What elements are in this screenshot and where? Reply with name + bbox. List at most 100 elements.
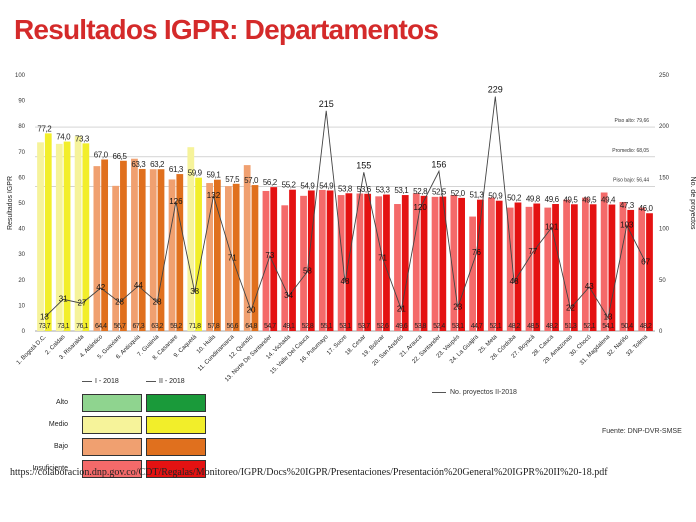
bar-label-i-2018: 64,4 [95,323,107,330]
bar-label-i-2018: 56,6 [226,323,238,330]
legend-swatch-i-2018 [82,416,142,434]
bar-i-2018 [187,147,195,331]
bar-label-i-2018: 57,8 [208,323,220,330]
bar-ii-2018 [570,204,578,331]
line-point-label: 21 [397,304,406,313]
bar-label-i-2018: 50,4 [621,323,633,330]
line-point-label: 13 [604,313,613,322]
y2-tick-label: 0 [659,329,663,335]
y-tick-label: 10 [18,303,25,309]
bar-label-i-2018: 44,7 [471,323,483,330]
legend-swatch-i-2018 [82,460,142,478]
line-point-label: 31 [59,294,68,303]
bar-label-i-2018: 53,1 [452,323,464,330]
bar-label-i-2018: 76,1 [76,323,88,330]
bar-label-ii-2018: 52,5 [432,188,447,197]
bar-label-ii-2018: 57,0 [244,176,259,185]
line-point-label: 28 [115,297,124,306]
bar-label-i-2018: 52,6 [377,323,389,330]
bar-ii-2018 [627,209,635,331]
bar-label-i-2018: 52,1 [583,323,595,330]
bar-i-2018 [488,197,495,331]
line-point-label: 20 [247,306,256,315]
line-point-label: 13 [40,313,49,322]
line-point-label: 58 [303,267,312,276]
bar-label-ii-2018: 49,5 [582,195,597,204]
bar-label-ii-2018: 57,5 [225,175,240,184]
bar-ii-2018 [326,190,334,331]
legend-row-label: Medio [48,421,68,428]
bar-label-i-2018: 63,2 [151,323,163,330]
line-point-label: 126 [169,197,183,206]
line-point-label: 28 [153,297,162,306]
y-tick-label: 100 [15,73,26,79]
reference-line-label: Promedio: 68,05 [612,148,649,154]
y-tick-label: 80 [18,124,25,130]
bar-label-ii-2018: 53,1 [394,186,409,195]
bar-label-ii-2018: 53,8 [338,184,353,193]
reference-line-label: Piso bajo: 56,44 [613,178,649,184]
bar-label-i-2018: 48,2 [640,323,652,330]
bar-i-2018 [225,186,232,331]
bar-label-i-2018: 53,1 [339,323,351,330]
legend-swatch-ii-2018 [146,394,206,412]
y2-tick-label: 50 [659,278,666,284]
bar-label-ii-2018: 52,8 [413,187,428,196]
bar-label-i-2018: 54,7 [264,323,276,330]
igpr-chart: 0 10 20 30 40 50 60 70 80 90 100 0 50 100 150 200 250 Res… [7,73,696,383]
bar-i-2018 [356,193,364,331]
bar-ii-2018 [307,190,315,331]
legend-row-label: Insuficiente [32,465,68,472]
bar-label-i-2018: 73,7 [39,323,51,330]
bar-i-2018 [206,183,213,331]
bar-label-i-2018: 59,2 [170,323,182,330]
line-point-label: 67 [641,257,650,266]
y-tick-label: 20 [18,278,25,284]
bar-ii-2018 [646,213,653,331]
bar-ii-2018 [401,195,409,331]
line-point-label: 22 [566,303,575,312]
bar-label-ii-2018: 49,4 [601,196,616,205]
bar-ii-2018 [44,133,52,331]
y-tick-label: 40 [18,227,25,233]
bar-label-ii-2018: 54,9 [319,181,334,190]
bar-label-ii-2018: 66,5 [113,152,128,161]
bar-label-ii-2018: 67,0 [94,150,109,159]
bar-ii-2018 [383,194,390,331]
bar-label-i-2018: 56,7 [114,323,126,330]
y-tick-label: 90 [18,99,25,105]
line-point-label: 77 [528,247,537,256]
bar-ii-2018 [138,168,146,331]
bar-ii-2018 [589,204,597,331]
y-tick-label: 70 [18,150,25,156]
bar-ii-2018 [63,141,71,331]
bar-i-2018 [638,207,646,331]
y-tick-label: 0 [22,329,26,335]
legend-swatch-ii-2018 [146,416,206,434]
bar-label-ii-2018: 49,5 [563,195,578,204]
line-point-label: 103 [620,221,634,230]
bar-ii-2018 [270,187,278,331]
y-tick-label: 60 [18,175,25,181]
bar-ii-2018 [101,159,109,331]
bar-label-ii-2018: 47,3 [620,201,635,210]
legend-swatch-i-2018 [82,394,142,412]
bar-i-2018 [281,205,289,331]
line-point-label: 73 [265,251,274,260]
bar-label-ii-2018: 73,3 [75,134,90,143]
bar-label-ii-2018: 53,3 [376,186,391,195]
bar-i-2018 [300,195,307,331]
bar-ii-2018 [439,196,447,331]
bar-label-ii-2018: 63,2 [150,160,165,169]
legend-swatch-ii-2018 [146,438,206,456]
bar-label-ii-2018: 54,9 [300,181,315,190]
bar-i-2018 [469,216,477,331]
bar-ii-2018 [364,193,372,331]
bar-label-i-2018: 71,8 [189,323,201,330]
line-point-label: 27 [78,298,87,307]
bar-label-ii-2018: 77,2 [37,124,52,133]
bar-label-ii-2018: 63,3 [131,160,146,169]
line-legend: No. proyectos II-2018 [432,389,517,396]
bar-label-i-2018: 64,8 [245,323,257,330]
bar-i-2018 [74,136,82,331]
